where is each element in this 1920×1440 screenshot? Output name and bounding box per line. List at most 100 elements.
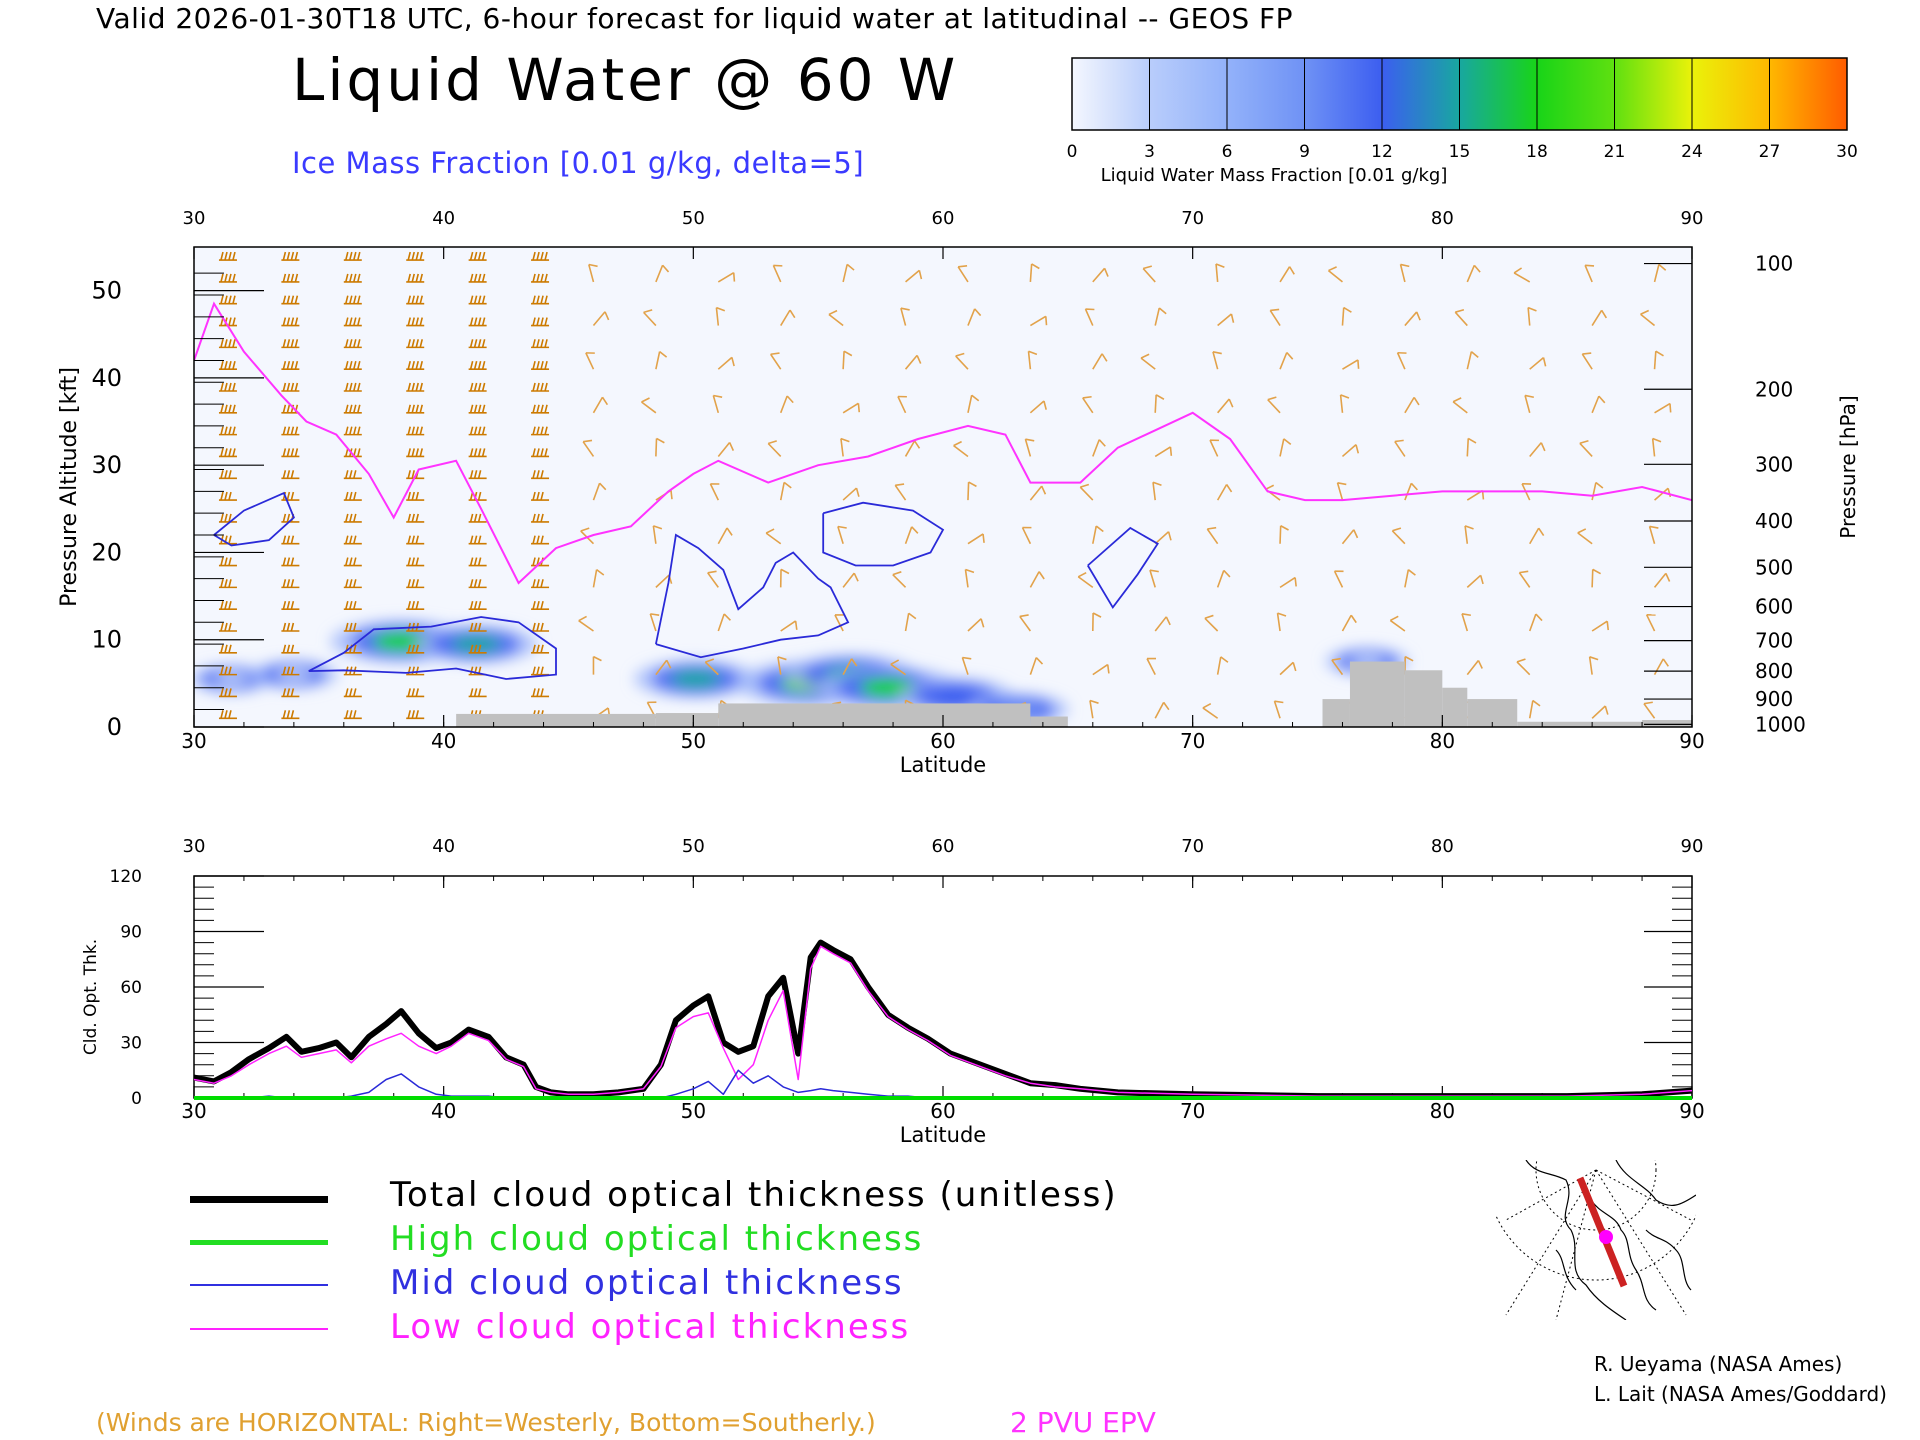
wind-barb xyxy=(1154,307,1167,326)
wind-barb xyxy=(1653,572,1671,588)
x-tick-label: 50 xyxy=(681,1099,706,1123)
wind-barb-feather xyxy=(282,448,287,457)
wind-barb-feather xyxy=(1350,614,1357,624)
wind-barb xyxy=(1399,263,1410,283)
wind-barb-feather xyxy=(1479,575,1484,585)
wind-barb-feather xyxy=(349,557,353,566)
x-tick-label: 70 xyxy=(1180,729,1205,753)
wind-barb-feather xyxy=(353,426,357,435)
wind-barb-shaft xyxy=(709,483,720,501)
x-tick-label: 80 xyxy=(1430,729,1455,753)
wind-barb-feather xyxy=(481,295,486,304)
wind-barb-shaft xyxy=(767,442,782,458)
wind-barb-feather xyxy=(1028,350,1038,356)
wind-barb-shaft xyxy=(842,351,845,370)
wind-barb xyxy=(281,295,300,305)
wind-barb-feather xyxy=(407,273,411,283)
wind-barb-feather xyxy=(1077,571,1087,578)
wind-barb xyxy=(218,382,237,392)
terrain-bar xyxy=(1030,716,1068,727)
wind-barb xyxy=(967,533,985,545)
wind-barb-feather xyxy=(604,311,610,321)
wind-barb-shaft xyxy=(715,307,720,326)
wind-barb xyxy=(655,659,672,676)
cloud-optical-thickness-chart: 0 30 60 90 120 30 30 40 40 50 50 60 60 70 70 80 80 90 90 La… xyxy=(81,836,1705,1147)
wind-barb-feather xyxy=(540,295,544,304)
wind-barb-feather xyxy=(532,579,536,588)
wind-barb xyxy=(468,339,487,349)
wind-barb-feather xyxy=(1220,656,1229,663)
wind-barb-shaft xyxy=(1267,399,1281,414)
wind-barb-feather xyxy=(544,448,548,457)
wind-barb xyxy=(1279,266,1295,283)
y-tick-label: 30 xyxy=(120,1034,142,1054)
wind-barb xyxy=(842,402,861,414)
wind-barb-feather xyxy=(1106,664,1110,674)
x-tick-label: 90 xyxy=(1679,1099,1704,1123)
wind-barb-feather xyxy=(282,710,287,719)
wind-barb xyxy=(531,382,550,392)
chart-title: Liquid Water @ 60 W xyxy=(292,46,959,114)
wind-barb-feather xyxy=(357,317,361,326)
wind-barb-feather xyxy=(345,579,349,588)
wind-barb xyxy=(1591,481,1604,501)
wind-barb-feather xyxy=(532,404,536,414)
wind-barb-shaft xyxy=(1084,308,1094,326)
wind-barb-shaft xyxy=(1279,525,1282,544)
x-tick-label-top: 50 xyxy=(682,836,705,857)
wind-barb-shaft xyxy=(765,532,782,545)
wind-barb xyxy=(1215,263,1225,282)
wind-barb xyxy=(1092,525,1104,544)
wind-barb-feather xyxy=(411,491,415,501)
y-axis-label: Cld. Opt. Thk. xyxy=(81,939,101,1055)
wind-barb-feather xyxy=(536,622,540,632)
wind-barb-feather xyxy=(1407,569,1416,576)
wind-barb xyxy=(957,265,969,283)
wind-barb xyxy=(468,426,487,436)
wind-barb-feather xyxy=(965,568,975,574)
wind-barb-feather xyxy=(411,448,415,457)
series-line-3 xyxy=(193,945,1693,1097)
wind-barb-shaft xyxy=(772,265,782,283)
wind-barb-feather xyxy=(540,317,544,326)
wind-barb-feather xyxy=(1035,657,1044,665)
wind-barb-shaft xyxy=(834,614,844,632)
wind-barb-feather xyxy=(224,644,228,654)
wind-barb xyxy=(343,382,362,392)
wind-barb-feather xyxy=(1328,266,1337,272)
wind-barb-feather xyxy=(532,317,536,326)
wind-barb-feather xyxy=(469,557,474,566)
wind-barb-shaft xyxy=(964,569,969,588)
wind-barb-feather xyxy=(481,448,486,457)
wind-barb-feather xyxy=(282,295,287,304)
wind-barb-feather xyxy=(1353,529,1359,539)
wind-barb xyxy=(592,311,610,327)
wind-barb-shaft xyxy=(1404,311,1418,327)
wind-barb-feather xyxy=(220,513,224,523)
wind-barb xyxy=(842,263,855,283)
wind-barb-feather xyxy=(407,360,411,370)
wind-barb-feather xyxy=(411,273,415,283)
x-tick-label-top: 80 xyxy=(1431,208,1454,229)
wind-barb xyxy=(406,644,425,654)
colorbar-tick-label: 12 xyxy=(1371,142,1393,162)
wind-barb-feather xyxy=(345,426,349,435)
pressure-tick-label: 500 xyxy=(1755,555,1793,579)
wind-barb-feather xyxy=(1270,308,1280,312)
wind-barb-feather xyxy=(643,309,653,314)
wind-barb-feather xyxy=(349,273,353,283)
wind-barb-feather xyxy=(290,688,295,697)
wind-barb-feather xyxy=(469,448,474,457)
wind-barb-feather xyxy=(536,251,540,261)
wind-barb-feather xyxy=(349,513,353,523)
wind-barb-feather xyxy=(232,295,236,304)
pressure-tick-label: 900 xyxy=(1755,687,1793,711)
wind-barb xyxy=(1077,571,1094,589)
wind-barb xyxy=(218,295,237,305)
wind-barb xyxy=(578,615,594,632)
wind-barb xyxy=(1529,442,1546,457)
wind-barb xyxy=(343,317,362,327)
wind-barb xyxy=(531,491,550,501)
wind-barb xyxy=(468,644,487,654)
wind-barb-feather xyxy=(532,339,536,348)
